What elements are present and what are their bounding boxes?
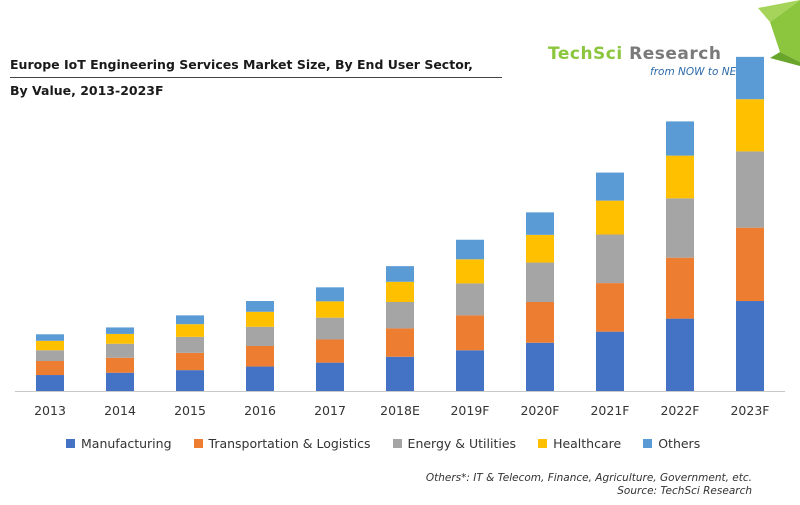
bar-segment-2021F-healthcare (596, 200, 624, 235)
bar-segment-2014-healthcare (106, 333, 134, 344)
logo-arrow-icon (758, 0, 800, 66)
footnote-source: Source: TechSci Research (617, 485, 752, 497)
bar-segment-2019F-healthcare (456, 259, 484, 284)
bar-segment-2015-healthcare (176, 324, 204, 337)
bar-segment-2018E-transportation-logistics (386, 328, 414, 357)
chart-title-line1: Europe IoT Engineering Services Market S… (10, 57, 473, 72)
bar-segment-2016-healthcare (246, 311, 274, 327)
legend-item: Energy & Utilities (392, 435, 517, 451)
bar-segment-2022F-transportation-logistics (666, 257, 694, 319)
bar-segment-2014-energy-utilities (106, 343, 134, 358)
bar-segment-2018E-others (386, 266, 414, 282)
logo-brand: TechSci Research (548, 44, 721, 64)
bar-segment-2013-transportation-logistics (36, 361, 64, 376)
bar-segment-2018E-manufacturing (386, 356, 414, 391)
legend-swatch (392, 438, 402, 448)
bar-segment-2023F-manufacturing (736, 301, 764, 391)
x-tick-label: 2013 (34, 403, 66, 418)
x-tick-label: 2018E (380, 403, 420, 418)
logo-brand-research: Research (622, 44, 722, 64)
x-tick-label: 2016 (244, 403, 276, 418)
bar-segment-2022F-healthcare (666, 155, 694, 199)
title-underline (10, 77, 502, 78)
bar-segment-2016-others (246, 301, 274, 312)
legend-item: Healthcare (538, 436, 621, 451)
bar-segment-2023F-transportation-logistics (736, 227, 764, 302)
bar-segment-2019F-others (456, 239, 484, 260)
bar-segment-2023F-energy-utilities (736, 151, 764, 228)
bar-segment-2019F-energy-utilities (456, 283, 484, 316)
x-tick-label: 2020F (520, 403, 559, 418)
legend-swatch (538, 438, 548, 448)
logo-tagline: from NOW to NEXT (650, 66, 750, 78)
chart-legend: Manufacturing Transportation & Logistics E… (66, 434, 700, 452)
bar-segment-2020F-others (526, 212, 554, 235)
bar-segment-2015-manufacturing (176, 370, 204, 391)
bar-segment-2017-healthcare (316, 301, 344, 318)
logo-brand-techsci: TechSci (548, 44, 623, 64)
legend-label: Transportation & Logistics (208, 435, 371, 451)
legend-label: Healthcare (553, 435, 622, 451)
bar-segment-2013-others (36, 334, 64, 341)
legend-swatch (193, 438, 203, 448)
bar-segment-2016-manufacturing (246, 366, 274, 391)
legend-label: Others (658, 435, 701, 451)
x-tick-label: 2017 (314, 403, 346, 418)
bar-segment-2018E-energy-utilities (386, 302, 414, 329)
footnote: Others*: IT & Telecom, Finance, Agricult… (426, 472, 752, 498)
legend-swatch (66, 438, 75, 448)
bar-segment-2014-others (106, 327, 134, 334)
x-tick-label: 2023F (730, 403, 769, 418)
bar-segment-2020F-energy-utilities (526, 262, 554, 303)
bar-segment-2014-transportation-logistics (106, 357, 134, 373)
bar-segment-2015-transportation-logistics (176, 352, 204, 371)
bar-segment-2021F-transportation-logistics (596, 283, 624, 332)
bar-segment-2021F-manufacturing (596, 331, 624, 391)
bar-segment-2019F-transportation-logistics (456, 315, 484, 351)
bar-segment-2020F-healthcare (526, 234, 554, 263)
bar-segment-2016-transportation-logistics (246, 346, 274, 367)
legend-swatch (643, 438, 653, 448)
bar-segment-2023F-healthcare (736, 99, 764, 152)
x-tick-label: 2015 (174, 403, 206, 418)
bar-segment-2019F-manufacturing (456, 350, 484, 391)
bar-segment-2013-energy-utilities (36, 350, 64, 362)
bar-segment-2022F-manufacturing (666, 318, 694, 391)
x-tick-label: 2021F (590, 403, 629, 418)
bar-segment-2022F-energy-utilities (666, 198, 694, 258)
legend-item: Manufacturing (66, 436, 172, 451)
legend-item: Others (643, 436, 700, 451)
bar-segment-2014-manufacturing (106, 372, 134, 391)
legend-label: Energy & Utilities (407, 435, 517, 451)
x-tick-label: 2019F (450, 403, 489, 418)
legend-item: Transportation & Logistics (193, 435, 371, 451)
bar-segment-2017-manufacturing (316, 362, 344, 391)
bar-segment-2015-energy-utilities (176, 336, 204, 353)
x-tick-label: 2022F (660, 403, 699, 418)
bar-segment-2020F-manufacturing (526, 342, 554, 391)
bar-segment-2016-energy-utilities (246, 326, 274, 347)
bar-segment-2023F-others (736, 56, 764, 100)
bar-segment-2018E-healthcare (386, 281, 414, 302)
bar-segment-2021F-energy-utilities (596, 234, 624, 284)
bar-segment-2022F-others (666, 121, 694, 156)
chart-title: Europe IoT Engineering Services Market S… (10, 52, 502, 104)
legend-label: Manufacturing (81, 435, 172, 451)
bar-segment-2017-others (316, 287, 344, 302)
techsci-logo: TechSci Research from NOW to NEXT (548, 0, 800, 90)
x-tick-label: 2014 (104, 403, 136, 418)
bar-segment-2013-manufacturing (36, 375, 64, 391)
bar-segment-2020F-transportation-logistics (526, 302, 554, 343)
chart-title-line2: By Value, 2013-2023F (10, 83, 164, 98)
bar-segment-2021F-others (596, 172, 624, 201)
footnote-others: Others*: IT & Telecom, Finance, Agricult… (425, 472, 752, 484)
bar-segment-2013-healthcare (36, 340, 64, 351)
bar-segment-2017-transportation-logistics (316, 339, 344, 363)
bar-segment-2017-energy-utilities (316, 317, 344, 340)
bar-segment-2015-others (176, 315, 204, 325)
